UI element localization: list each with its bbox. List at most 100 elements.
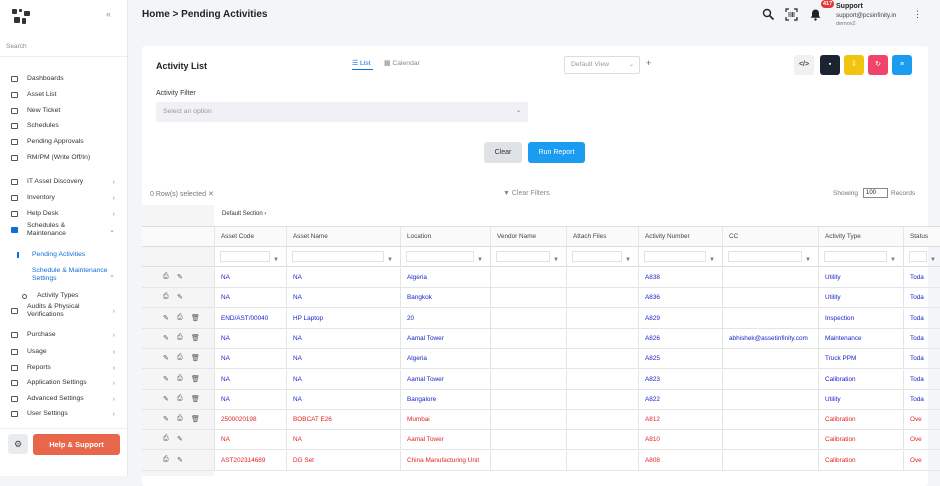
sidebar-item-schedule-maintenance-settings[interactable]: Schedule & Maintenance Settings ⌄ (0, 267, 127, 282)
document-export-button[interactable]: ▪ (820, 55, 840, 75)
filter-icon[interactable]: ▼ (805, 257, 811, 263)
print-icon[interactable]: ⎙ (163, 273, 169, 280)
sidebar-item-schedules-maintenance[interactable]: Schedules & Maintenance ⌄ (0, 222, 127, 237)
column-filter-input[interactable] (220, 251, 270, 262)
sidebar-item-inventory[interactable]: Inventory › (0, 191, 127, 205)
column-header[interactable]: CC (722, 227, 818, 246)
sidebar-item-activity-types[interactable]: Activity Types (0, 289, 127, 303)
clear-button[interactable]: Clear (484, 142, 522, 163)
column-filter-input[interactable] (406, 251, 474, 262)
edit-icon[interactable]: ✎ (177, 294, 183, 302)
filter-icon[interactable]: ▼ (625, 257, 631, 263)
column-header[interactable]: Attach Files (566, 227, 638, 246)
column-header[interactable]: Location (400, 227, 490, 246)
close-icon[interactable]: ✕ (207, 191, 214, 198)
code-view-button[interactable]: </> (794, 55, 814, 75)
column-header[interactable]: Status (903, 227, 940, 246)
table-row[interactable]: ⎙ ✎ AST202314689 DG Set China Manufacturing … (142, 450, 940, 471)
search-icon[interactable] (762, 8, 775, 21)
clear-filters-button[interactable]: ▼ Clear Filters (503, 190, 550, 197)
tab-calendar[interactable]: ▦ Calendar (384, 60, 420, 67)
column-header[interactable]: Activity Type (818, 227, 903, 246)
column-filter-input[interactable] (909, 251, 927, 262)
table-row[interactable]: ✎ ⎙ 🗑 2500020198 BOBCAT E26 Mumbai A812 Calibra… (142, 410, 940, 431)
table-row[interactable]: ⎙ ✎ NA NA Algeria A838 Utility Toda (142, 268, 940, 288)
column-header[interactable]: Asset Code (214, 227, 286, 246)
sidebar-item-audits-physical-verifications[interactable]: Audits & Physical Verifications › (0, 303, 127, 318)
sidebar-item-pending-approvals[interactable]: Pending Approvals (0, 135, 127, 149)
add-view-icon[interactable]: + (646, 58, 652, 68)
print-icon[interactable]: ⎙ (177, 394, 183, 402)
edit-icon[interactable]: ✎ (177, 274, 183, 281)
table-row[interactable]: ✎ ⎙ 🗑 NA NA Algeria A825 Truck PPM Toda (142, 349, 940, 370)
bell-icon[interactable] (809, 8, 822, 21)
refresh-button[interactable]: ↻ (868, 55, 888, 75)
table-row[interactable]: ✎ ⎙ 🗑 NA NA Aamal Tower A826 abhishek@assetinfi… (142, 328, 940, 349)
filter-icon[interactable]: ▼ (273, 257, 279, 263)
sidebar-search-input[interactable]: Search (6, 43, 27, 50)
table-row[interactable]: ✎ ⎙ 🗑 NA NA Aamal Tower A823 Calibration Toda (142, 369, 940, 390)
collapse-sidebar-icon[interactable]: « (106, 9, 112, 19)
delete-icon[interactable]: 🗑 (191, 375, 200, 383)
barcode-scan-icon[interactable] (785, 8, 798, 21)
print-icon[interactable]: ⎙ (163, 435, 169, 443)
edit-icon[interactable]: ✎ (163, 395, 169, 403)
print-icon[interactable]: ⎙ (177, 374, 183, 382)
table-row[interactable]: ✎ ⎙ 🗑 END/AST/00040 HP Laptop 20 A829 Inspectio… (142, 308, 940, 329)
default-section-label[interactable]: Default Section ‹ (222, 211, 267, 217)
edit-icon[interactable]: ✎ (163, 416, 169, 424)
print-icon[interactable]: ⎙ (163, 293, 169, 301)
sidebar-item-schedules[interactable]: Schedules (0, 119, 127, 133)
sidebar-item-dashboards[interactable]: Dashboards (0, 72, 127, 86)
activity-filter-select[interactable]: Select an option ⌄ (156, 102, 528, 122)
user-name[interactable]: Support (836, 3, 863, 10)
column-filter-input[interactable] (292, 251, 384, 262)
edit-icon[interactable]: ✎ (163, 375, 169, 383)
sidebar-item-user-settings[interactable]: User Settings › (0, 407, 127, 421)
view-select[interactable]: Default View ⌄ (564, 56, 640, 74)
column-filter-input[interactable] (496, 251, 550, 262)
filter-icon[interactable]: ▼ (930, 257, 936, 263)
sidebar-item-help-desk[interactable]: Help Desk › (0, 207, 127, 221)
page-size-select[interactable]: 100 (863, 188, 888, 198)
delete-icon[interactable]: 🗑 (191, 355, 200, 363)
sidebar-item-it-asset-discovery[interactable]: IT Asset Discovery › (0, 175, 127, 189)
help-support-button[interactable]: Help & Support (33, 434, 120, 455)
delete-icon[interactable]: 🗑 (191, 334, 200, 342)
sidebar-item-rm-pm-write-off-in-[interactable]: RM/PM (Write Off/In) (0, 151, 127, 165)
settings-gear-button[interactable]: ⚙ (8, 434, 28, 454)
column-filter-input[interactable] (572, 251, 622, 262)
columns-menu-button[interactable]: ≡ (892, 55, 912, 75)
table-row[interactable]: ⎙ ✎ NA NA Aamal Tower A810 Calibration Ove (142, 430, 940, 451)
filter-icon[interactable]: ▼ (890, 257, 896, 263)
column-header[interactable]: Asset Name (286, 227, 400, 246)
filter-icon[interactable]: ▼ (553, 257, 559, 263)
table-row[interactable]: ⎙ ✎ NA NA Bangkok A836 Utility Toda (142, 288, 940, 309)
sidebar-item-application-settings[interactable]: Application Settings › (0, 376, 127, 390)
sidebar-item-usage[interactable]: Usage › (0, 345, 127, 359)
print-icon[interactable]: ⎙ (163, 455, 169, 463)
print-icon[interactable]: ⎙ (177, 415, 183, 423)
edit-icon[interactable]: ✎ (163, 334, 169, 342)
app-logo[interactable] (12, 9, 32, 25)
edit-icon[interactable]: ✎ (177, 436, 183, 444)
edit-icon[interactable]: ✎ (177, 456, 183, 464)
column-filter-input[interactable] (644, 251, 706, 262)
sidebar-item-reports[interactable]: Reports › (0, 361, 127, 375)
delete-icon[interactable]: 🗑 (191, 314, 200, 322)
sidebar-item-new-ticket[interactable]: New Ticket (0, 104, 127, 118)
delete-icon[interactable]: 🗑 (191, 416, 200, 424)
run-report-button[interactable]: Run Report (528, 142, 585, 163)
tab-list[interactable]: ☰ List (352, 60, 371, 67)
filter-icon[interactable]: ▼ (709, 257, 715, 263)
edit-icon[interactable]: ✎ (163, 314, 169, 322)
sidebar-item-advanced-settings[interactable]: Advanced Settings › (0, 392, 127, 406)
print-icon[interactable]: ⎙ (177, 333, 183, 341)
column-header[interactable]: Activity Number (638, 227, 722, 246)
column-filter-input[interactable] (728, 251, 802, 262)
edit-icon[interactable]: ✎ (163, 355, 169, 363)
print-icon[interactable]: ⎙ (177, 313, 183, 321)
sidebar-item-asset-list[interactable]: Asset List (0, 88, 127, 102)
download-button[interactable]: ⇩ (844, 55, 864, 75)
column-header[interactable]: Vendor Name (490, 227, 566, 246)
